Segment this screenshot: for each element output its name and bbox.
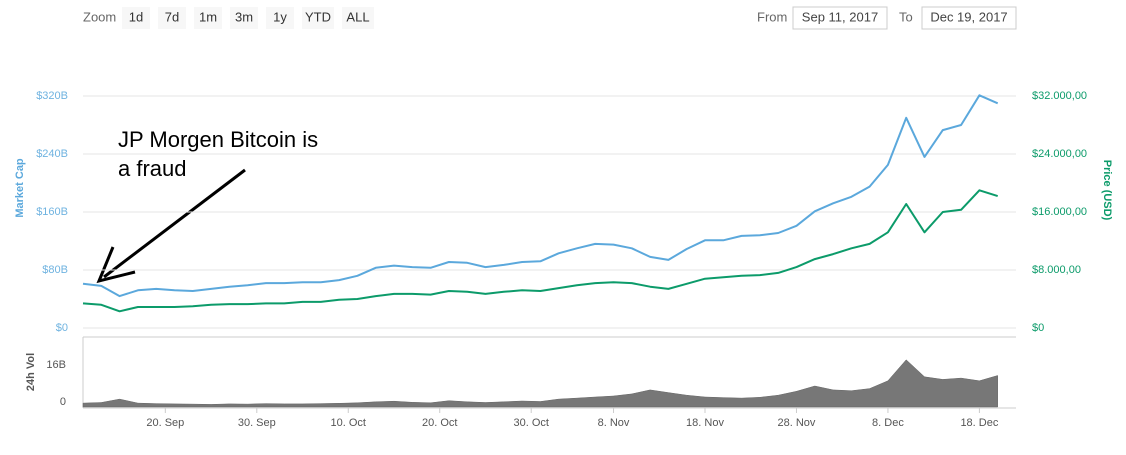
zoom-button[interactable] xyxy=(122,7,150,29)
y2-tick-label: $24.000,00 xyxy=(1032,148,1087,160)
y2-tick-label: $16.000,00 xyxy=(1032,206,1087,218)
y-tick-label: $240B xyxy=(36,148,68,160)
from-label: From xyxy=(757,9,787,24)
annotation: JP Morgen Bitcoin is xyxy=(118,127,318,152)
y2-axis-title: Price (USD) xyxy=(1101,160,1113,221)
from-input[interactable] xyxy=(792,6,888,30)
arrow-head xyxy=(96,246,136,284)
y2-tick-label: $32.000,00 xyxy=(1032,90,1087,102)
line-series xyxy=(82,94,999,298)
x-tick-label: 30. Sep xyxy=(238,417,276,429)
to-label: To xyxy=(899,9,913,24)
zoom-button[interactable] xyxy=(158,7,186,29)
y-tick-label: $80B xyxy=(42,264,68,276)
zoom-button-label[interactable]: ALL xyxy=(346,9,369,24)
volume-axis-title: 24h Vol xyxy=(25,353,37,391)
y-tick-label: 0 xyxy=(60,396,66,408)
to-value[interactable]: Dec 19, 2017 xyxy=(930,9,1007,24)
x-tick-label: 18. Nov xyxy=(686,417,724,429)
x-tick-label: 18. Dec xyxy=(960,417,998,429)
zoom-button-label[interactable]: 3m xyxy=(235,9,253,24)
annotation-arrow xyxy=(103,168,246,279)
volume-area xyxy=(82,359,998,408)
y2-tick-label: $8.000,00 xyxy=(1032,264,1081,276)
y-tick-label: $0 xyxy=(56,322,68,334)
zoom-button-label[interactable]: 1y xyxy=(273,9,287,24)
to-input[interactable] xyxy=(921,6,1017,30)
x-tick-label: 20. Sep xyxy=(146,417,184,429)
x-tick-label: 8. Nov xyxy=(598,417,630,429)
y-axis-title: Market Cap xyxy=(14,158,26,218)
zoom-button[interactable] xyxy=(194,7,222,29)
zoom-button[interactable] xyxy=(342,7,374,29)
x-tick-label: 10. Oct xyxy=(331,417,366,429)
y-tick-label: $160B xyxy=(36,206,68,218)
zoom-button[interactable] xyxy=(230,7,258,29)
zoom-button[interactable] xyxy=(266,7,294,29)
x-tick-label: 28. Nov xyxy=(778,417,816,429)
y-tick-label: $320B xyxy=(36,90,68,102)
zoom-button-label[interactable]: 7d xyxy=(165,9,179,24)
x-tick-label: 20. Oct xyxy=(422,417,457,429)
x-tick-label: 30. Oct xyxy=(513,417,548,429)
y-tick-label: 16B xyxy=(46,359,66,371)
zoom-button[interactable] xyxy=(302,7,334,29)
zoom-button-label[interactable]: 1m xyxy=(199,9,217,24)
annotation: a fraud xyxy=(118,156,187,181)
line-series xyxy=(82,189,999,313)
from-value[interactable]: Sep 11, 2017 xyxy=(802,9,878,24)
zoom-label: Zoom xyxy=(83,9,116,24)
x-tick-label: 8. Dec xyxy=(872,417,904,429)
zoom-button-label[interactable]: 1d xyxy=(129,9,143,24)
y2-tick-label: $0 xyxy=(1032,322,1044,334)
zoom-button-label[interactable]: YTD xyxy=(305,9,331,24)
